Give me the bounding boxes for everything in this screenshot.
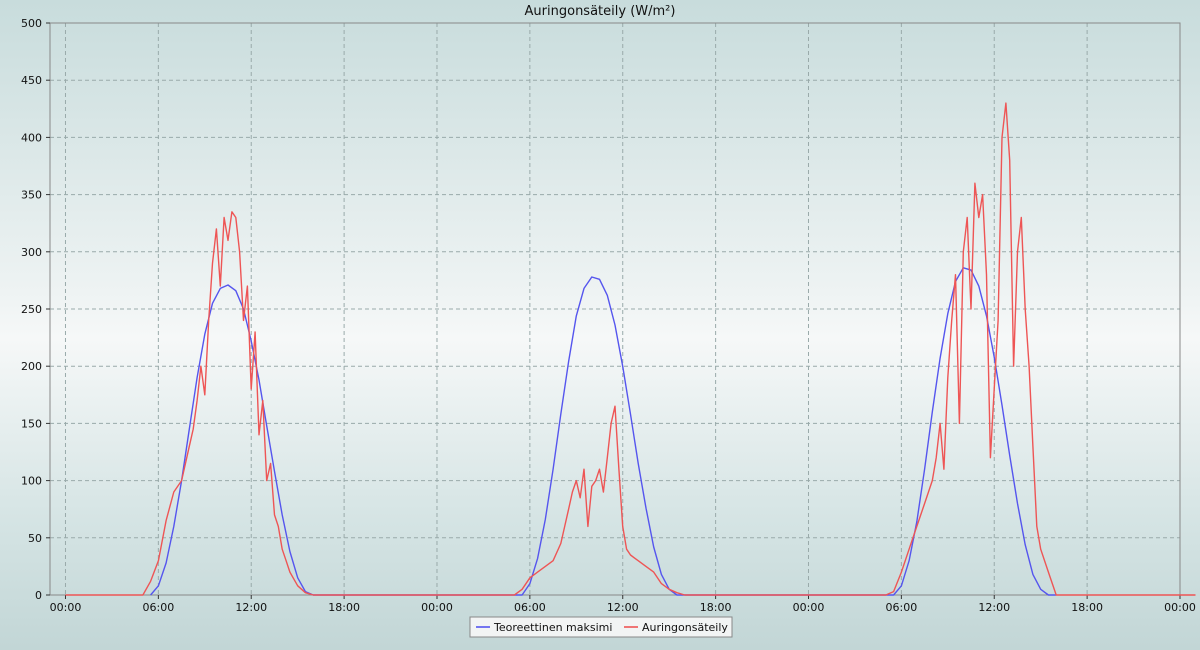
series-line-0 [150,267,1057,596]
legend-label: Teoreettinen maksimi [493,621,612,634]
y-tick-label: 300 [21,246,42,259]
x-tick-label: 00:00 [421,601,453,614]
y-tick-label: 150 [21,417,42,430]
series-line-1 [65,102,1196,596]
x-tick-label: 18:00 [328,601,360,614]
y-tick-label: 50 [28,532,42,545]
x-tick-label: 00:00 [1164,601,1196,614]
x-tick-label: 06:00 [514,601,546,614]
y-tick-label: 450 [21,74,42,87]
x-tick-label: 12:00 [978,601,1010,614]
series-group [65,102,1196,596]
x-tick-label: 18:00 [1071,601,1103,614]
x-tick-label: 06:00 [143,601,175,614]
x-tick-label: 18:00 [700,601,732,614]
y-tick-label: 200 [21,360,42,373]
x-tick-label: 06:00 [886,601,918,614]
y-tick-label: 350 [21,189,42,202]
legend-label: Auringonsäteily [642,621,728,634]
legend-box [469,616,733,638]
legend: Teoreettinen maksimi Auringonsäteily [469,616,733,638]
x-tick-label: 12:00 [607,601,639,614]
y-tick-label: 250 [21,303,42,316]
grid [50,23,1180,595]
y-tick-label: 500 [21,17,42,30]
chart-title: Auringonsäteily (W/m²) [525,4,676,19]
x-tick-label: 00:00 [793,601,825,614]
x-tick-label: 00:00 [50,601,82,614]
y-tick-label: 0 [35,589,42,602]
x-tick-label: 12:00 [235,601,267,614]
axes: 0 50 100 150 200 250 300 350 400 450 500 00:00 06:00… [21,17,1196,614]
y-tick-label: 100 [21,475,42,488]
y-tick-label: 400 [21,131,42,144]
